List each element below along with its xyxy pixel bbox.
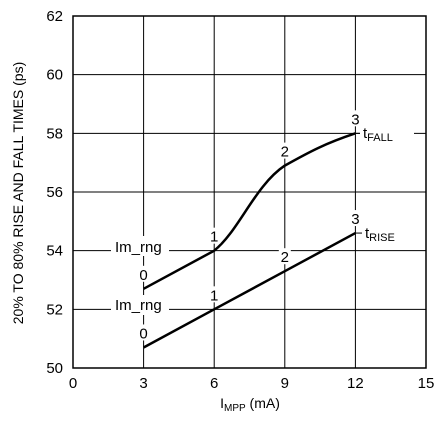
rise-label-bg [362,224,412,246]
x-tick-label: 3 [139,375,147,392]
point-label: 1 [210,229,218,246]
grid [73,16,426,368]
point-label: 2 [281,144,289,161]
annotation-bg-2 [111,295,169,315]
y-tick-label: 60 [46,67,63,84]
series-label-rise: tRISE [365,225,395,244]
y-tick-label: 52 [46,301,63,318]
point-label-bg [137,265,150,282]
point-label: 0 [139,267,147,284]
series-line [143,132,356,290]
annotation-im-rng-2: Im_rng [115,297,162,314]
point-label: 1 [210,287,218,304]
x-tick-label: 0 [69,375,77,392]
point-labels: 0 1 2 3 0 1 2 3 [137,110,362,342]
point-label-bg [137,324,150,341]
plot-frame [72,15,427,369]
annotation-im-rng-1: Im_rng [115,239,162,256]
x-tick-label: 12 [347,375,364,392]
y-tick-label: 58 [46,125,63,142]
series-label-fall: tFALL [363,125,393,144]
point-label: 3 [351,111,359,128]
fall-label-bg [360,122,414,144]
y-axis-title: 20% TO 80% RISE AND FALL TIMES (ps) [10,62,26,324]
point-label-bg [278,142,291,159]
point-label-bg [208,286,221,303]
x-tick-label: 6 [210,375,218,392]
y-tick-label: 50 [46,360,63,377]
x-tick-label: 15 [418,375,435,392]
point-label: 0 [139,325,147,342]
point-label-bg [208,227,221,244]
point-label: 3 [351,211,359,228]
point-label-bg [278,248,291,265]
point-label: 2 [281,249,289,266]
y-tick-label: 56 [46,184,63,201]
y-tick-label: 62 [46,8,63,25]
series-line [143,231,356,349]
point-label-bg [349,110,362,127]
y-tick-label: 54 [46,243,63,260]
x-tick-labels: 0 3 6 9 12 15 [69,375,435,392]
annotation-bg-1 [111,236,169,256]
x-axis-title: IMPP (mA) [220,395,280,414]
y-tick-labels: 50 52 54 56 58 60 62 [46,8,63,377]
point-label-bg [349,210,362,227]
x-tick-label: 9 [281,375,289,392]
series-lines [143,132,368,349]
